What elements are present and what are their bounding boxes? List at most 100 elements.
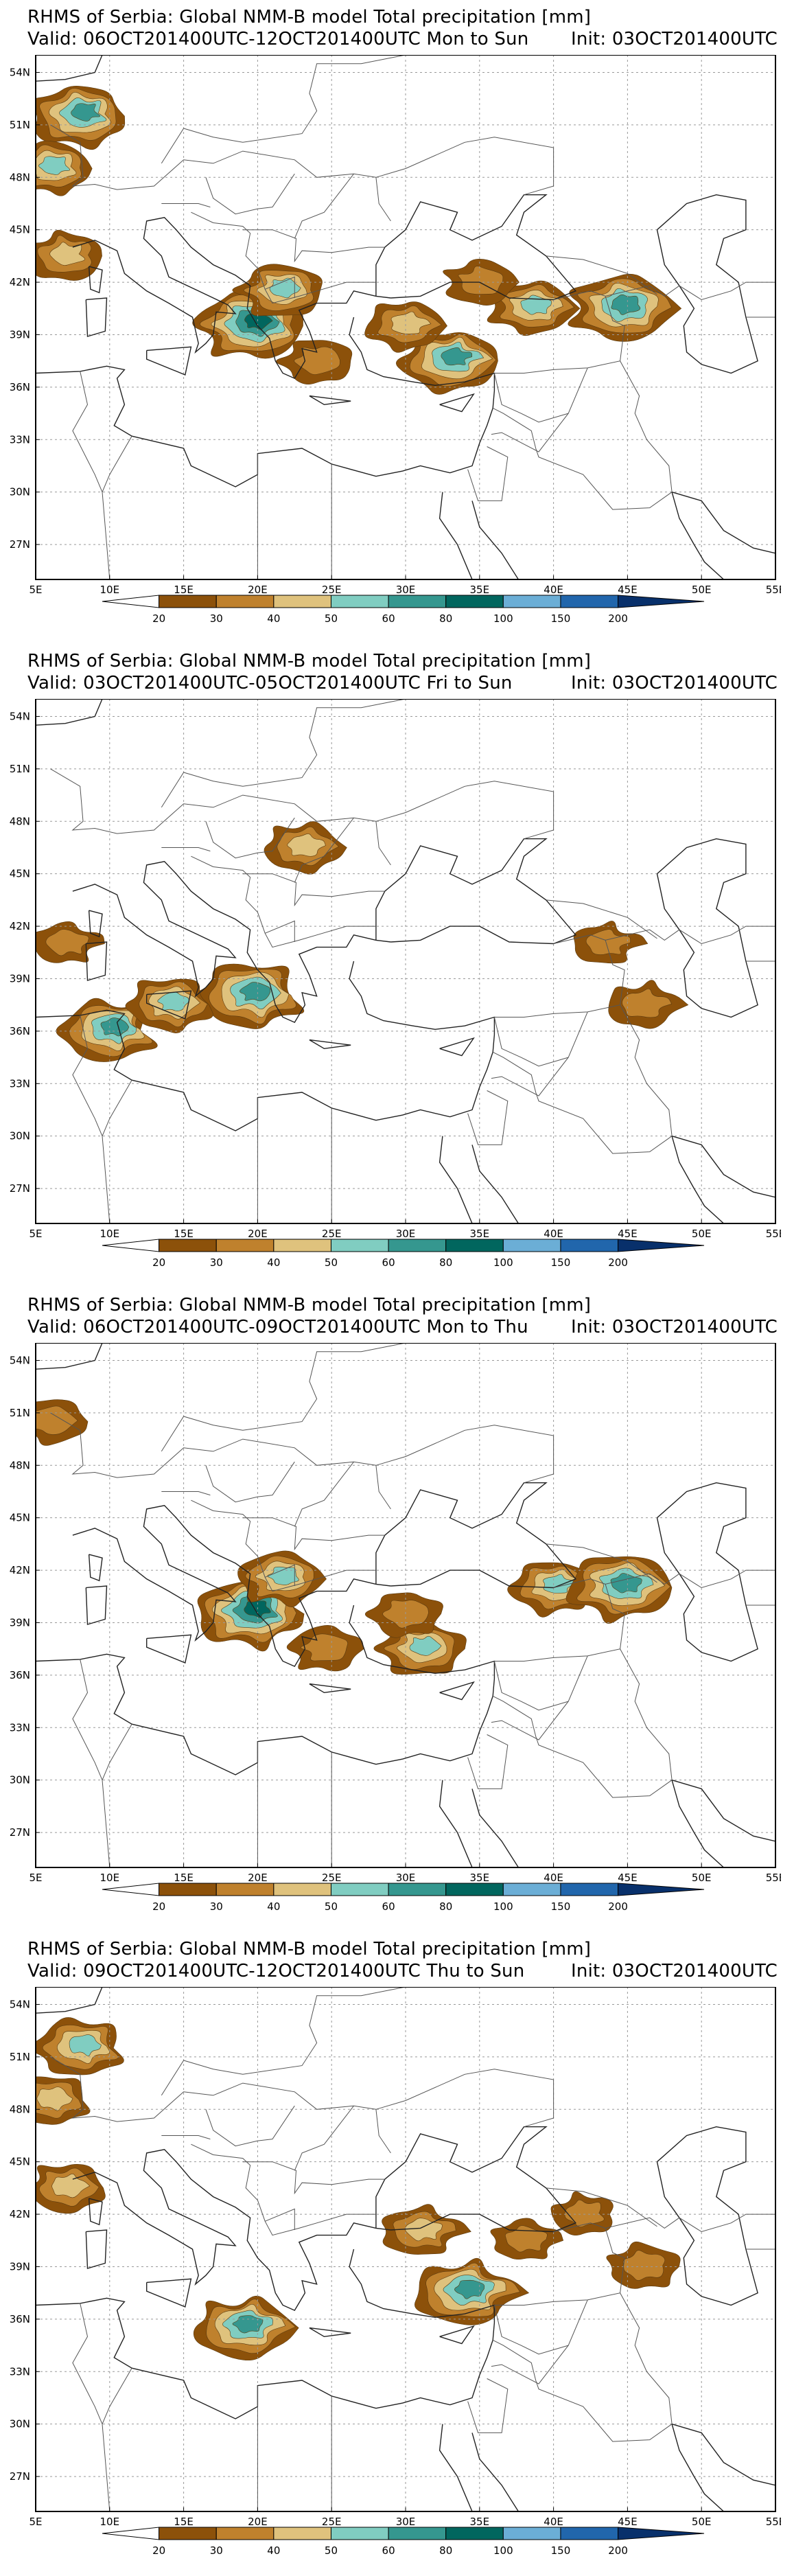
precip-contour (269, 277, 301, 299)
colorbar-segment (215, 1239, 275, 1252)
colorbar-label: 20 (152, 1256, 165, 1269)
country-border (191, 211, 376, 304)
lat-tick-label: 39N (10, 2260, 30, 2273)
precip-contour (51, 2173, 91, 2198)
coastline (309, 1039, 351, 1050)
country-border (257, 1741, 259, 1867)
lat-tick-label: 39N (10, 1616, 30, 1629)
colorbar-label: 100 (493, 1256, 513, 1269)
colorbar-segment (330, 1883, 389, 1896)
country-border (50, 768, 554, 840)
coastline (146, 990, 192, 1020)
coastline (671, 492, 775, 554)
lon-tick-label: 55E (766, 584, 781, 596)
coastline (36, 1987, 103, 2014)
colorbar-label: 200 (608, 2544, 628, 2557)
country-border (467, 1734, 509, 1789)
country-border (161, 1491, 211, 1496)
precip-contour (45, 929, 89, 956)
colorbar-segment (330, 595, 389, 608)
precip-map: 54N 51N 48N 45N 42N 39N 36N 33N 30N 27N 5E 10E 15E 20… (10, 1987, 781, 2528)
coastline (88, 2198, 103, 2226)
coastline (72, 2149, 391, 2311)
country-border (242, 873, 385, 907)
country-border (50, 2056, 554, 2128)
lat-tick-label: 30N (10, 1774, 30, 1786)
precip-map: 54N 51N 48N 45N 42N 39N 36N 33N 30N 27N 5E 10E 15E 20… (10, 1343, 781, 1884)
coastline (309, 395, 351, 406)
colorbar-segment (273, 1239, 331, 1252)
coastline (439, 1136, 495, 1223)
precip-contour (622, 988, 673, 1018)
lon-tick-label: 15E (174, 1872, 194, 1884)
coastline (36, 961, 495, 1131)
colorbar-min-arrow (102, 1239, 160, 1252)
lat-tick-label: 51N (10, 1407, 30, 1419)
lon-tick-label: 55E (766, 2516, 781, 2528)
country-border (745, 2249, 775, 2284)
coastline (72, 1505, 391, 1667)
colorbar-segment (273, 1883, 331, 1896)
country-border (620, 360, 673, 492)
colorbar-segment (215, 2527, 275, 2540)
lat-tick-label: 54N (10, 1354, 30, 1366)
country-border (467, 446, 509, 501)
precip-map: 54N 51N 48N 45N 42N 39N 36N 33N 30N 27N 5E 10E 15E 20… (10, 55, 781, 596)
lat-tick-label: 39N (10, 328, 30, 341)
coastline (471, 501, 519, 579)
country-border (161, 2135, 211, 2140)
colorbar-segment (445, 2527, 504, 2540)
colorbar-min-arrow (102, 1883, 160, 1896)
lat-tick-label: 36N (10, 381, 30, 393)
lat-tick-label: 54N (10, 710, 30, 722)
coastline (656, 1482, 758, 1662)
lon-tick-label: 40E (544, 1228, 563, 1240)
colorbar-label: 200 (608, 1900, 628, 1913)
lon-tick-label: 5E (29, 584, 42, 596)
coastline (375, 194, 577, 301)
country-border (257, 453, 259, 579)
country-border (161, 1987, 406, 2096)
lat-tick-label: 45N (10, 224, 30, 236)
precip-contour (71, 103, 100, 122)
colorbar-segment (159, 1239, 217, 1252)
lon-tick-label: 5E (29, 1872, 42, 1884)
lat-tick-label: 48N (10, 171, 30, 183)
coastline (375, 838, 577, 945)
precip-contour (287, 833, 326, 857)
precip-contour (267, 1566, 299, 1585)
colorbar: 20 30 40 50 60 80 100 150 200 (102, 595, 705, 625)
colorbar-segment (502, 2527, 561, 2540)
lon-tick-label: 30E (396, 1228, 416, 1240)
lat-tick-label: 33N (10, 2365, 30, 2378)
colorbar-label: 100 (493, 612, 513, 625)
colorbar-label: 80 (439, 1900, 452, 1913)
country-border (191, 1499, 376, 1592)
country-border (620, 2292, 673, 2424)
coastline (146, 346, 192, 376)
precip-contour (454, 2279, 485, 2299)
lat-tick-label: 27N (10, 538, 30, 551)
coastline (85, 297, 108, 337)
colorbar-label: 80 (439, 1256, 452, 1269)
coastline (36, 1343, 103, 1370)
lon-tick-label: 25E (322, 2516, 342, 2528)
country-border (493, 2305, 569, 2355)
lon-tick-label: 5E (29, 1228, 42, 1240)
coastline (375, 1482, 577, 1589)
colorbar-label: 40 (267, 1256, 280, 1269)
lat-tick-label: 27N (10, 2470, 30, 2483)
lon-tick-label: 50E (692, 1872, 712, 1884)
colorbar-segment (388, 595, 447, 608)
colorbar-label: 30 (210, 2544, 223, 2557)
coastline (439, 2325, 475, 2345)
precip-contour (49, 242, 85, 266)
lat-tick-label: 36N (10, 1669, 30, 1681)
coastline (375, 2126, 577, 2233)
lon-tick-label: 20E (248, 584, 268, 596)
colorbar-segment (560, 1239, 619, 1252)
colorbar-segment (502, 1883, 561, 1896)
precip-contour (36, 2086, 73, 2111)
colorbar-label: 60 (382, 1900, 395, 1913)
lat-tick-label: 42N (10, 2208, 30, 2220)
